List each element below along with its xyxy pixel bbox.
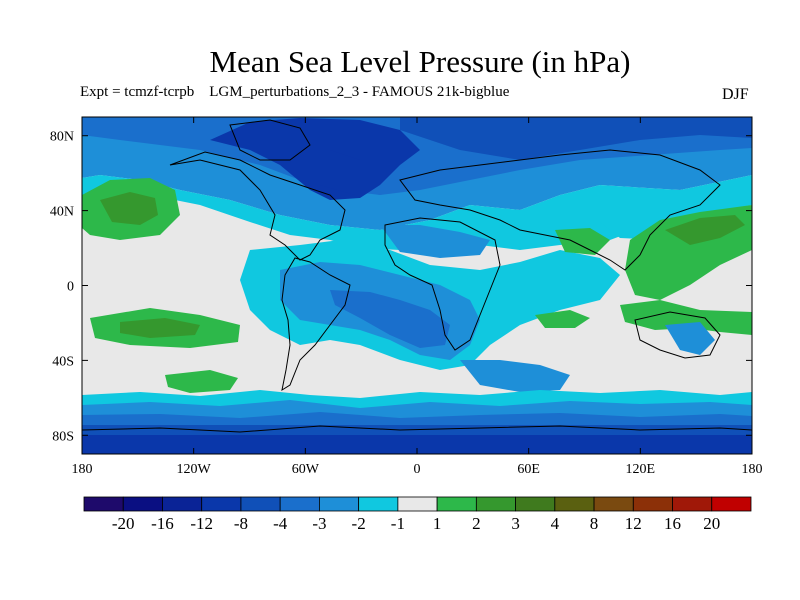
x-tick-label: 180 (742, 462, 763, 477)
colorbar-label: 16 (664, 514, 681, 533)
colorbar-swatch (475, 496, 516, 512)
colorbar-swatch (672, 496, 713, 512)
x-tick-label: 180 (72, 462, 93, 477)
x-tick-label: 120E (626, 462, 656, 477)
colorbar-label: -3 (312, 514, 326, 533)
colorbar-label: -12 (190, 514, 213, 533)
colorbar-swatch (162, 496, 203, 512)
y-axis: 80N 40N 0 40S 80S (50, 130, 752, 444)
x-tick-label: 60E (517, 462, 540, 477)
colorbar-swatch (240, 496, 281, 512)
coastlines (82, 119, 752, 433)
contour-region (555, 228, 610, 255)
colorbar-label: -20 (112, 514, 135, 533)
y-tick-label: 80S (52, 429, 74, 444)
contour-region (120, 318, 200, 338)
colorbar-label: -16 (151, 514, 174, 533)
colorbar-swatch (632, 496, 673, 512)
colorbar-label: -8 (234, 514, 248, 533)
contour-region (665, 215, 745, 245)
colorbar-label: 2 (472, 514, 481, 533)
contour-region (400, 117, 752, 160)
colorbar-swatch (554, 496, 595, 512)
colorbar-swatch (593, 496, 634, 512)
season-label: DJF (722, 86, 749, 103)
colorbar-label: -2 (352, 514, 366, 533)
colorbar-label: 1 (433, 514, 442, 533)
y-tick-label: 40N (50, 205, 74, 220)
colorbar-swatch (83, 496, 124, 512)
colorbar: -20 -16 -12 -8 -4 -3 -2 -1 1 2 3 4 8 12 16 20 (83, 496, 752, 533)
y-tick-label: 0 (67, 280, 74, 295)
map-subtitle: Expt = tcmzf-tcrpb LGM_perturbations_2_3… (80, 84, 510, 100)
colorbar-swatch (397, 496, 438, 512)
colorbar-label: 8 (590, 514, 599, 533)
colorbar-swatch (201, 496, 242, 512)
contour-region (535, 310, 590, 328)
map-plot-area (82, 117, 752, 454)
colorbar-swatch (279, 496, 320, 512)
contour-region (620, 300, 752, 335)
x-tick-label: 60W (292, 462, 320, 477)
map-title: Mean Sea Level Pressure (in hPa) (209, 44, 631, 79)
colorbar-label: -4 (273, 514, 288, 533)
x-tick-label: 120W (177, 462, 212, 477)
contour-region (330, 290, 450, 348)
contour-region (380, 225, 490, 258)
contour-region (460, 360, 570, 392)
colorbar-label: 12 (625, 514, 642, 533)
colorbar-swatch (515, 496, 556, 512)
contour-region (82, 435, 752, 454)
colorbar-label: 4 (551, 514, 560, 533)
x-axis: 180 120W 60W 0 60E 120E 180 (72, 117, 763, 477)
colorbar-swatch (319, 496, 360, 512)
colorbar-swatch (711, 496, 752, 512)
y-tick-label: 40S (52, 354, 74, 369)
colorbar-swatch (122, 496, 163, 512)
colorbar-label: -1 (391, 514, 405, 533)
contour-region (165, 370, 238, 393)
colorbar-swatch (358, 496, 399, 512)
contour-region (100, 192, 158, 225)
colorbar-swatch (436, 496, 477, 512)
y-tick-label: 80N (50, 130, 74, 145)
colorbar-label: 20 (703, 514, 720, 533)
x-tick-label: 0 (414, 462, 421, 477)
colorbar-label: 3 (511, 514, 520, 533)
contour-region (290, 150, 375, 195)
contour-region (665, 322, 715, 355)
